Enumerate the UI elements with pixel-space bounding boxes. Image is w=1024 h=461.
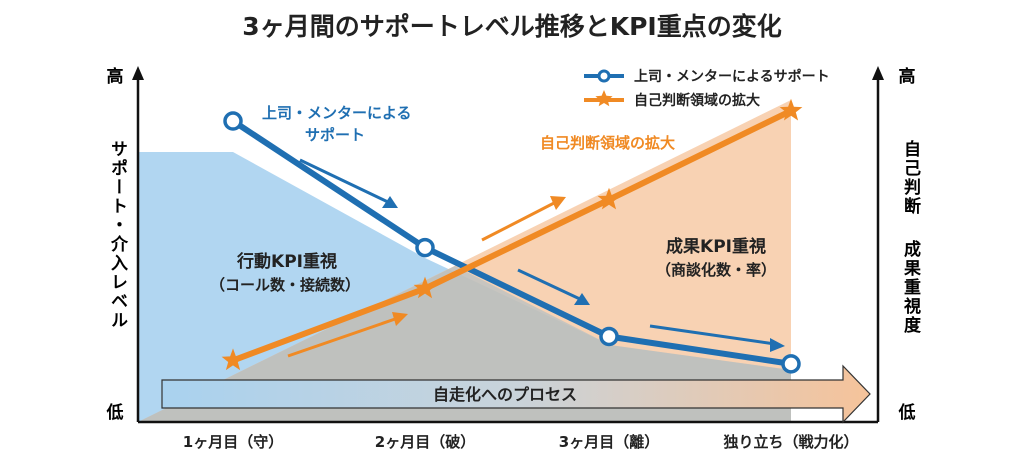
chart-title: 3ヶ月間のサポートレベル推移とKPI重点の変化 [242,12,781,41]
right-zone-subtitle: （商談化数・率） [656,261,776,279]
legend: 上司・メンターによるサポート 自己判断領域の拡大 [584,68,830,109]
left-axis-low: 低 [106,402,124,423]
support-point-2 [415,237,435,258]
left-axis-high: 高 [107,66,124,87]
blue-arrowhead-icon [574,293,590,305]
orange-arrowhead-icon [550,196,566,210]
support-line [231,118,792,367]
autonomy-point-1 [221,348,245,371]
autonomy-line [231,108,793,364]
legend-star-icon [595,90,613,107]
blue-arrowhead-icon [770,338,785,352]
blue-arrow-icon [649,324,776,346]
orange-arrowhead-icon [392,312,408,326]
left-axis-label: サポート・介入レベル [107,140,129,330]
left-zone-subtitle: （コール数・接続数） [210,276,360,294]
blue-arrow-icon [299,158,391,205]
support-point-4 [781,354,801,374]
autonomy-point-4 [779,98,803,121]
right-axis-label-1: 自己判断 [900,139,921,216]
left-zone-title: 行動KPI重視 [236,251,337,272]
x-tick-label: 独り立ち（戦力化） [723,433,858,451]
support-annotation-line2: サポート [305,126,365,144]
support-point-1 [223,111,243,131]
trend-arrows [287,158,785,358]
right-zone-title: 成果KPI重視 [666,236,766,257]
orange-arrow-icon [287,316,399,358]
right-axis-label-2: 成果重視度 [900,239,922,335]
support-annotation-line1: 上司・メンターによる [262,104,412,122]
autonomy-annotation: 自己判断領域の拡大 [540,134,675,152]
blue-arrowhead-icon [382,196,398,208]
legend-support-label: 上司・メンターによるサポート [634,68,830,85]
x-tick-label: 1ヶ月目（守） [183,433,283,451]
autonomy-point-3 [597,187,621,210]
right-axis-arrow-icon [872,66,884,80]
legend-autonomy-label: 自己判断領域の拡大 [634,92,760,109]
x-tick-label: 2ヶ月目（破） [375,433,475,451]
legend-circle-icon [597,69,611,83]
right-axis-low: 低 [898,402,916,423]
left-axis-arrow-icon [132,66,144,80]
process-arrow [161,364,871,424]
right-axis-high: 高 [899,66,916,87]
autonomy-point-2 [413,276,437,299]
blue-arrow-icon [517,268,583,302]
x-tick-label: 3ヶ月目（離） [559,433,659,451]
orange-arrow-icon [481,200,557,242]
process-arrow-label: 自走化へのプロセス [433,385,577,404]
support-point-3 [599,326,619,347]
